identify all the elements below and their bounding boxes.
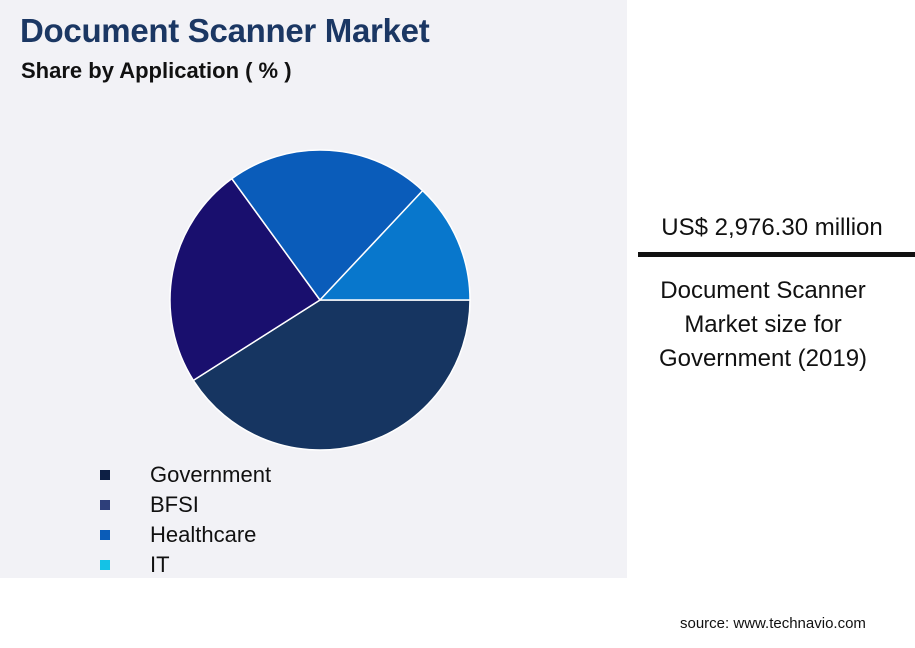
info-panel [627,0,915,648]
legend-swatch [100,500,110,510]
divider [638,252,915,257]
legend-label: BFSI [150,492,199,517]
legend-label: Healthcare [150,522,257,547]
source-credit: source: www.technavio.com [680,615,866,632]
legend-swatch [100,470,110,480]
legend-item-bfsi: BFSI [96,490,271,520]
pie-slice-it [318,189,471,301]
legend-item-it: IT [96,550,271,580]
legend-swatch [100,560,110,570]
legend-label: IT [150,552,170,577]
market-size-value: US$ 2,976.30 million [661,214,883,241]
pie-slice-healthcare [230,149,424,302]
market-size-description: Document Scanner Market size for Governm… [658,277,868,372]
chart-subtitle: Share by Application ( % ) [21,58,292,83]
legend-item-healthcare: Healthcare [96,520,271,550]
legend: Government BFSI Healthcare IT [96,460,271,580]
chart-title: Document Scanner Market [20,12,430,49]
pie-slice-government [192,299,471,451]
pie-slice-bfsi [169,177,322,382]
legend-label: Government [150,462,272,487]
info-card [629,3,913,645]
legend-swatch [100,530,110,540]
legend-item-government: Government [96,460,271,490]
pie-chart [169,149,471,451]
